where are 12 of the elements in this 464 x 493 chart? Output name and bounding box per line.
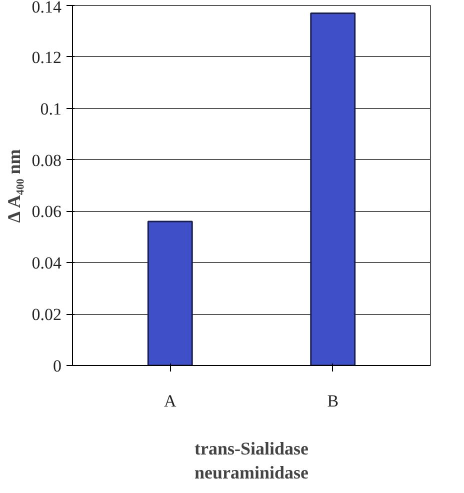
y-tick-label: 0.1 xyxy=(40,99,62,118)
y-tick-label: 0.08 xyxy=(32,150,62,170)
y-tick-label: 0.06 xyxy=(32,202,62,222)
y-tick-label: 0.02 xyxy=(32,305,62,324)
x-tick-label: A xyxy=(164,392,177,410)
x-tick-label: B xyxy=(327,392,339,410)
y-tick-label: 0.14 xyxy=(32,0,62,16)
x-axis-title: trans-Sialidase neuraminidase xyxy=(194,438,309,482)
y-tick-label: 0 xyxy=(53,356,62,376)
y-tick-label: 0.04 xyxy=(32,254,62,273)
y-tick-label: 0.12 xyxy=(32,48,62,67)
y-axis-title: Δ A₄₀₀ nm xyxy=(4,149,24,223)
